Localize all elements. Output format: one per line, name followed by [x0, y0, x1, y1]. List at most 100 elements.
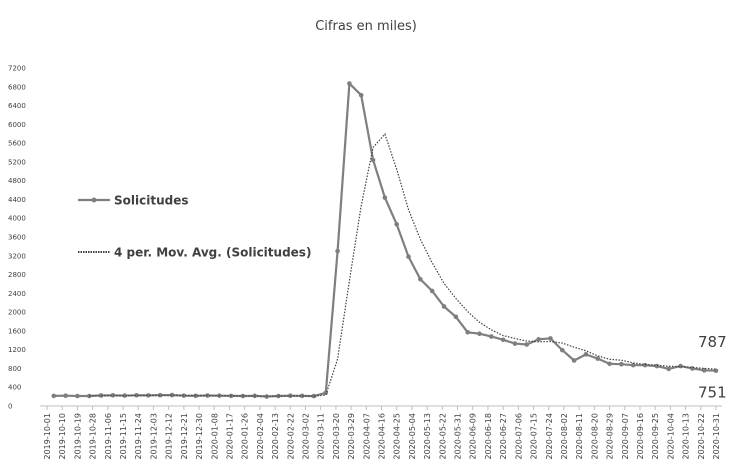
x-tick-label: 2019-12-03 [149, 413, 158, 460]
data-point [418, 276, 423, 282]
x-tick-label: 2020-03-20 [332, 413, 341, 460]
chart-title: Cifras en miles) [315, 19, 417, 34]
x-tick-label: 2019-11-06 [104, 413, 113, 460]
x-tick-label: 2020-05-22 [438, 413, 447, 460]
y-tick-label: 800 [8, 365, 21, 373]
x-tick-label: 2020-02-04 [256, 413, 265, 460]
x-tick-label: 2020-05-31 [454, 413, 463, 460]
data-point [299, 393, 305, 399]
y-tick-label: 6800 [8, 83, 26, 91]
y-tick-label: 2800 [8, 271, 26, 279]
x-tick-label: 2020-07-15 [530, 413, 539, 460]
y-tick-label: 7200 [8, 65, 26, 73]
x-tick-label: 2020-08-11 [575, 413, 584, 460]
x-tick-label: 2019-12-21 [180, 413, 189, 460]
data-point [122, 393, 128, 398]
x-tick-label: 2019-11-24 [134, 413, 143, 460]
series-line [53, 81, 717, 398]
x-tick-label: 2019-10-19 [73, 413, 82, 460]
x-tick-label: 2020-04-07 [362, 413, 371, 460]
x-tick-label: 2020-03-29 [347, 413, 356, 460]
x-tick-label: 2020-06-27 [499, 413, 508, 460]
x-tick-label: 2019-12-12 [165, 413, 174, 460]
data-point [701, 368, 707, 373]
data-point [358, 92, 364, 98]
y-tick-label: 1600 [8, 327, 26, 335]
x-tick-label: 2020-08-29 [606, 413, 615, 460]
data-point [335, 248, 340, 254]
y-tick-label: 4400 [8, 196, 26, 204]
x-tick-label: 2019-10-01 [43, 413, 52, 460]
data-point [382, 195, 388, 200]
y-tick-label: 0 [8, 403, 12, 411]
x-tick-label: 2020-03-11 [317, 413, 326, 460]
x-tick-label: 2019-12-30 [195, 413, 204, 460]
y-tick-label: 6400 [8, 102, 26, 110]
data-point [477, 331, 482, 337]
data-point [489, 334, 494, 339]
data-point [169, 392, 175, 398]
data-point [666, 366, 671, 372]
data-point [465, 329, 470, 335]
y-tick-label: 3600 [8, 234, 26, 242]
x-tick-label: 2020-07-06 [514, 413, 523, 460]
data-point [406, 254, 411, 260]
legend-marker [91, 197, 97, 203]
x-tick-label: 2020-01-26 [241, 413, 250, 460]
x-tick-label: 2020-09-25 [651, 413, 660, 460]
data-point [654, 363, 660, 369]
data-point [394, 222, 400, 227]
data-point [51, 393, 57, 399]
x-tick-label: 2020-10-04 [666, 413, 675, 460]
x-tick-label: 2020-07-24 [545, 413, 554, 460]
data-point [595, 356, 601, 361]
x-tick-label: 2020-08-02 [560, 413, 569, 460]
data-point [146, 393, 151, 398]
data-point [110, 392, 116, 398]
x-tick-label: 2020-06-09 [469, 413, 478, 460]
x-tick-label: 2019-10-10 [58, 413, 67, 460]
data-point [370, 157, 376, 163]
x-tick-label: 2020-03-02 [301, 413, 310, 460]
data-point [134, 392, 139, 398]
end-label: 787 [698, 333, 727, 351]
data-point [642, 362, 648, 368]
x-tick-label: 2020-05-04 [408, 413, 417, 460]
y-tick-label: 5600 [8, 140, 26, 148]
legend-label: Solicitudes [114, 194, 189, 208]
data-point [181, 393, 187, 398]
y-tick-label: 2000 [8, 309, 26, 317]
y-tick-label: 2400 [8, 290, 26, 298]
x-tick-label: 2020-06-18 [484, 413, 493, 460]
data-point [524, 342, 530, 347]
data-point [429, 288, 435, 294]
x-tick-label: 2020-09-16 [636, 413, 645, 460]
data-point [98, 393, 104, 398]
data-point [453, 314, 459, 320]
x-tick-label: 2020-04-25 [393, 413, 402, 460]
x-tick-label: 2020-01-17 [225, 413, 234, 460]
y-tick-label: 6000 [8, 121, 26, 129]
x-tick-label: 2020-10-13 [682, 413, 691, 460]
data-point [500, 337, 506, 343]
x-tick-label: 2020-09-07 [621, 413, 630, 460]
x-tick-label: 2020-10-31 [712, 413, 721, 460]
data-point [630, 362, 636, 368]
data-point [311, 393, 317, 399]
x-tick-label: 2020-08-20 [590, 413, 599, 460]
data-point [607, 361, 612, 367]
x-tick-label: 2020-05-13 [423, 413, 432, 460]
legend-label: 4 per. Mov. Avg. (Solicitudes) [114, 246, 311, 260]
data-point [512, 341, 518, 346]
data-point [571, 358, 577, 363]
data-point [619, 361, 624, 367]
data-point [157, 392, 163, 398]
x-tick-label: 2020-04-16 [378, 413, 387, 460]
data-point [559, 347, 565, 353]
data-point [63, 393, 68, 398]
x-tick-label: 2020-02-13 [271, 413, 280, 460]
end-label: 751 [698, 384, 727, 402]
x-tick-label: 2020-10-22 [697, 413, 706, 460]
y-tick-label: 4800 [8, 177, 26, 185]
